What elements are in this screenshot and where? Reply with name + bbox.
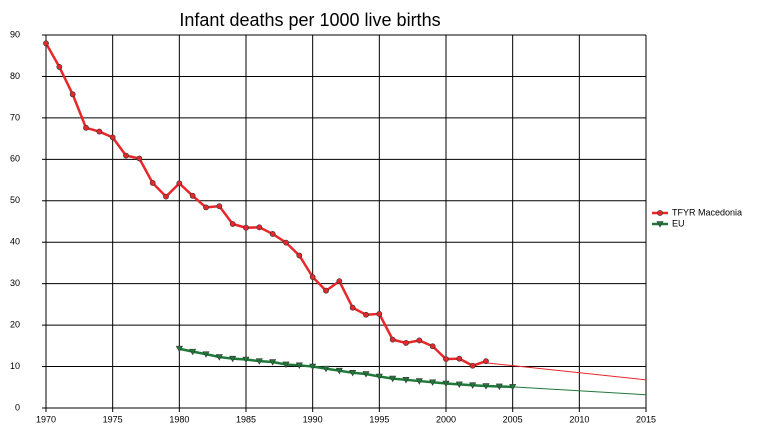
point [495, 383, 503, 391]
point [509, 384, 517, 391]
chart-title: Infant deaths per 1000 live births [179, 10, 440, 30]
y-tick-label: 60 [10, 154, 20, 164]
x-tick-label: 1985 [236, 414, 256, 424]
x-tick-label: 2000 [436, 414, 456, 424]
point [123, 152, 129, 159]
y-tick-label: 70 [10, 112, 20, 122]
point [242, 356, 250, 364]
point [282, 361, 290, 369]
point [56, 64, 63, 70]
series-line [44, 42, 487, 368]
point [656, 221, 664, 228]
point [323, 287, 329, 294]
series-line [179, 347, 513, 389]
legend-label: EU [672, 218, 685, 228]
x-tick-label: 1975 [103, 414, 123, 424]
point [309, 363, 317, 371]
point [255, 358, 263, 365]
point [429, 379, 437, 386]
point [149, 180, 156, 186]
y-tick-label: 0 [15, 402, 20, 412]
point [657, 210, 663, 216]
point [429, 343, 436, 350]
point [96, 128, 103, 135]
point [376, 311, 383, 317]
point [189, 192, 196, 199]
point [469, 362, 476, 369]
point [283, 239, 289, 246]
point [336, 278, 343, 285]
point [163, 193, 169, 200]
y-tick-label: 80 [10, 71, 20, 81]
y-tick-label: 10 [10, 361, 20, 371]
point [403, 340, 409, 346]
point [349, 304, 356, 311]
point [443, 356, 449, 362]
point [202, 351, 210, 358]
point [109, 134, 116, 141]
point [349, 369, 357, 377]
point [469, 382, 477, 389]
x-tick-label: 2010 [569, 414, 589, 424]
point [456, 355, 463, 362]
point [389, 375, 397, 383]
point [363, 311, 369, 318]
point [322, 365, 330, 373]
point [43, 40, 49, 47]
x-tick-label: 1990 [303, 414, 323, 424]
point [416, 337, 423, 344]
point [69, 91, 76, 98]
point [136, 155, 143, 162]
y-tick-label: 30 [10, 278, 20, 288]
point [415, 378, 423, 385]
point [362, 371, 370, 378]
point [189, 348, 197, 356]
point [229, 355, 237, 363]
point [296, 252, 303, 259]
point [229, 221, 236, 227]
point [256, 224, 263, 231]
trend-line [512, 386, 647, 396]
point [203, 204, 209, 211]
point [309, 274, 316, 280]
trend-line [485, 362, 647, 381]
x-tick-label: 1970 [36, 414, 56, 424]
x-tick-label: 2015 [636, 414, 656, 424]
point [175, 345, 183, 353]
y-tick-label: 90 [10, 29, 20, 39]
point [483, 358, 489, 365]
point [335, 367, 343, 375]
x-tick-label: 2005 [503, 414, 523, 424]
point [216, 203, 223, 210]
y-tick-label: 40 [10, 237, 20, 247]
point [402, 377, 410, 384]
point [442, 380, 450, 388]
legend-label: TFYR Macedonia [672, 207, 742, 217]
point [389, 336, 396, 343]
x-tick-label: 1980 [169, 414, 189, 424]
y-tick-label: 20 [10, 319, 20, 329]
point [269, 359, 277, 366]
point [269, 231, 276, 237]
point [375, 373, 383, 381]
point [215, 354, 223, 361]
x-tick-label: 1995 [369, 414, 389, 424]
point [83, 124, 89, 131]
point [295, 362, 303, 369]
point [243, 224, 249, 231]
point [176, 180, 183, 187]
y-tick-label: 50 [10, 195, 20, 205]
point [482, 383, 490, 390]
point [455, 381, 463, 389]
